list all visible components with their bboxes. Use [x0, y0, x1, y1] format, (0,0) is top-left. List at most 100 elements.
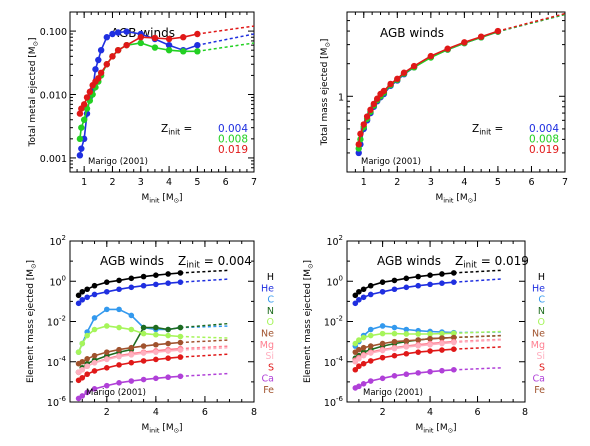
series-extrapolation [197, 42, 255, 53]
data-point [104, 356, 110, 363]
data-point [91, 359, 98, 366]
data-point [367, 378, 374, 384]
data-point [109, 30, 116, 38]
data-point [367, 358, 374, 364]
data-point [104, 323, 110, 329]
data-point [140, 376, 147, 383]
data-point [76, 152, 84, 159]
data-point [439, 335, 445, 341]
legend-entry: Fe [263, 385, 274, 396]
x-tick-label: 3 [138, 177, 144, 188]
series-si [75, 346, 230, 376]
series-extrapolation [453, 278, 502, 283]
data-point [391, 330, 398, 337]
data-point [114, 29, 122, 36]
legend-entry: Fe [534, 385, 545, 396]
data-point [140, 324, 147, 331]
data-point [451, 334, 457, 341]
legend-entry: H [538, 272, 545, 283]
data-point [165, 326, 171, 333]
series-extrapolation [453, 269, 502, 274]
series-extrapolation [180, 335, 230, 339]
y-tick-label: 1 [338, 92, 344, 103]
data-point [79, 340, 86, 347]
data-point [403, 337, 410, 344]
data-point [153, 375, 159, 382]
x-tick-label: 7 [251, 177, 257, 188]
y-tick-label: 100 [49, 274, 66, 288]
legend-entry: 0.004 [218, 123, 248, 135]
data-point [360, 334, 367, 341]
data-point [76, 135, 84, 143]
data-point [84, 371, 90, 378]
data-point [84, 332, 90, 339]
series-ne [352, 334, 502, 355]
data-point [128, 275, 135, 282]
legend-entry: 0.004 [529, 123, 559, 135]
data-point [165, 332, 171, 339]
data-point [91, 326, 98, 333]
data-point [151, 44, 159, 51]
data-point [427, 52, 435, 60]
data-point [352, 292, 359, 299]
panel-title: AGB winds [380, 26, 444, 40]
data-point [137, 39, 144, 47]
data-point [95, 56, 102, 64]
data-point [356, 346, 362, 353]
data-point [356, 363, 362, 370]
data-point [116, 379, 122, 386]
data-point [439, 271, 445, 277]
panel-metallicity: Zinit = 0.004 [178, 254, 252, 271]
data-point [180, 48, 187, 55]
data-point [103, 34, 111, 41]
data-point [79, 296, 86, 303]
data-point [86, 88, 94, 96]
data-point [76, 110, 84, 117]
data-point [379, 347, 386, 354]
legend-entry: Ca [533, 374, 545, 385]
data-point [415, 282, 422, 289]
series-si [352, 339, 502, 365]
data-point [391, 277, 398, 284]
series-extrapolation [180, 269, 230, 274]
data-point [104, 365, 110, 371]
data-point [477, 33, 485, 40]
data-point [91, 282, 98, 289]
data-point [367, 343, 374, 349]
x-tick-label: 4 [427, 407, 433, 418]
data-point [104, 349, 110, 355]
data-point [360, 121, 367, 128]
data-point [140, 273, 147, 280]
data-point [439, 367, 445, 374]
data-point [114, 46, 122, 54]
x-tick-label: 6 [475, 407, 481, 418]
y-tick-label: 100 [326, 274, 343, 288]
data-point [415, 370, 422, 376]
data-point [79, 366, 86, 373]
data-point [355, 141, 362, 148]
data-point [151, 34, 159, 42]
data-point [79, 393, 86, 399]
data-point [92, 66, 99, 73]
legend-entry: C [267, 295, 274, 306]
series-ca [75, 372, 230, 402]
data-point [379, 288, 386, 295]
series-s [75, 353, 230, 384]
data-point [403, 284, 410, 291]
data-point [180, 34, 187, 41]
data-point [128, 344, 135, 351]
data-point [97, 46, 105, 54]
data-point [427, 335, 433, 342]
x-tick-label: 8 [251, 407, 257, 418]
data-point [352, 300, 359, 307]
x-axis-label: Minit [M⊙] [415, 423, 456, 435]
data-point [84, 286, 90, 293]
data-point [439, 340, 445, 347]
series-s [352, 346, 502, 373]
data-point [367, 350, 374, 356]
series-extrapolation [453, 330, 502, 335]
series-line [79, 33, 198, 114]
data-point [104, 382, 110, 389]
data-point [194, 48, 201, 55]
